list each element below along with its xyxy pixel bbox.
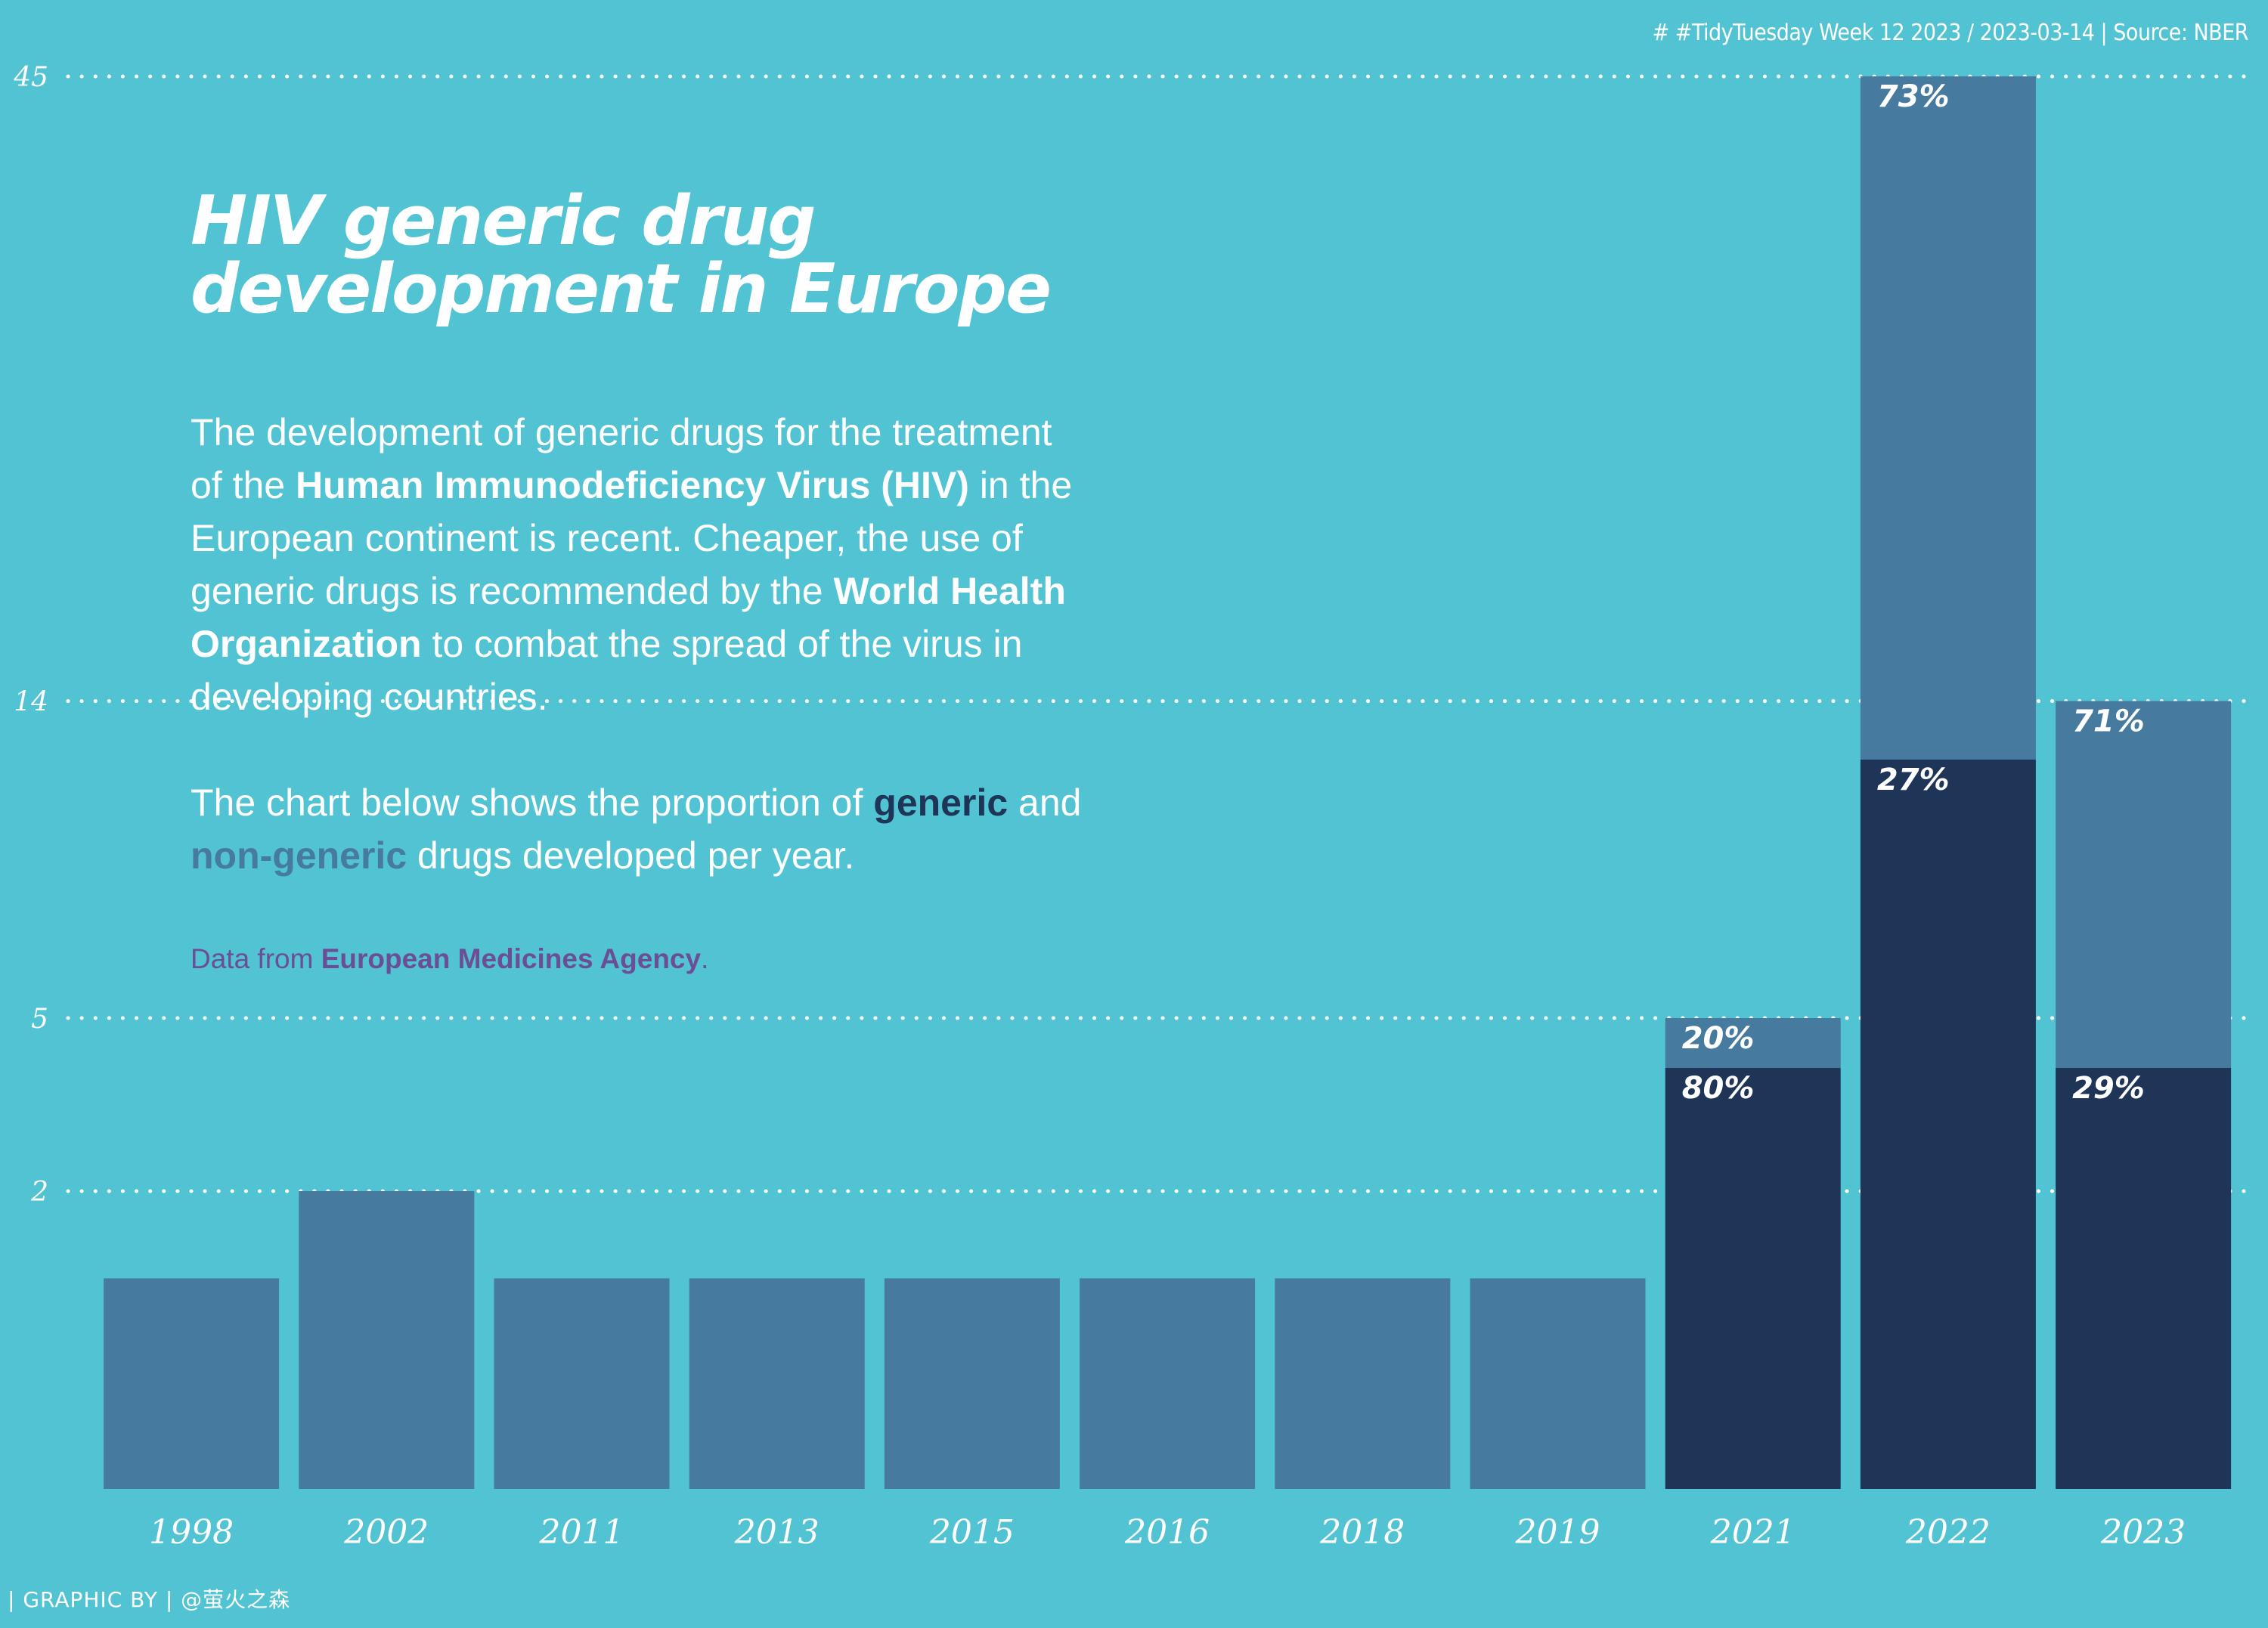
- bar-non-generic: [2056, 701, 2232, 1068]
- data-source-note: Data from European Medicines Agency.: [191, 943, 708, 975]
- bar-generic: [1860, 759, 2036, 1489]
- bar-non-generic: [299, 1191, 475, 1489]
- bar-label-non-generic: 20%: [1682, 1021, 1755, 1056]
- x-tick-label: 2016: [1124, 1513, 1210, 1552]
- description-line: Organization to combat the spread of the…: [191, 617, 1173, 670]
- description-text: to combat the spread of the virus in: [421, 623, 1023, 665]
- bar-non-generic: [1665, 1018, 1841, 1068]
- bar-non-generic: [689, 1278, 865, 1489]
- description-line: The development of generic drugs for the…: [191, 406, 1173, 459]
- chart-title-line-2: development in Europe: [191, 249, 1052, 329]
- bar-non-generic: [1275, 1278, 1451, 1489]
- bar-non-generic: [494, 1278, 670, 1489]
- x-tick-label: 2011: [539, 1513, 624, 1552]
- description-text: generic drugs is recommended by the: [191, 570, 834, 612]
- description-emphasis: Human Immunodeficiency Virus (HIV): [296, 464, 969, 506]
- bar-non-generic: [1470, 1278, 1646, 1489]
- axes: 2 5 14 45 1998 2002 2011 2013 2015 2016 2018 2019 20…: [13, 62, 2186, 1552]
- description-text: drugs developed per year.: [407, 834, 855, 877]
- description-emphasis: World Health: [833, 570, 1066, 612]
- graphic-credit: | GRAPHIC BY | @萤火之森: [8, 1587, 291, 1612]
- description-text: European continent is recent. Cheaper, t…: [191, 517, 1023, 559]
- chart-title: HIV generic drug development in Europe: [191, 181, 1052, 329]
- description-text: The development of generic drugs for the…: [191, 411, 1052, 453]
- description-text: of the: [191, 464, 296, 506]
- bar-non-generic: [104, 1278, 280, 1489]
- description-line: developing countries.: [191, 670, 1173, 723]
- bar-labels: 80% 20% 27% 73% 29% 71%: [1682, 79, 2145, 1106]
- y-tick-label: 14: [14, 687, 48, 718]
- x-tick-label: 2021: [1710, 1513, 1796, 1552]
- description-line: non-generic drugs developed per year.: [191, 829, 1173, 882]
- description-emphasis: Organization: [191, 623, 422, 665]
- description-text: and: [1008, 782, 1082, 824]
- x-tick-label: 2022: [1905, 1513, 1991, 1552]
- source-note-text: .: [701, 943, 709, 974]
- source-caption: # #TidyTuesday Week 12 2023 / 2023-03-14…: [1652, 20, 2249, 46]
- bar-label-generic: 27%: [1877, 763, 1950, 797]
- paragraph-gap: [191, 723, 1173, 776]
- chart-description: The development of generic drugs for the…: [191, 406, 1173, 882]
- chart-title-line-1: HIV generic drug: [191, 181, 816, 261]
- bar-label-non-generic: 73%: [1877, 79, 1950, 114]
- x-tick-label: 2019: [1515, 1513, 1600, 1552]
- description-line: of the Human Immunodeficiency Virus (HIV…: [191, 459, 1173, 512]
- description-line: The chart below shows the proportion of …: [191, 776, 1173, 829]
- bar-generic: [1665, 1067, 1841, 1489]
- x-tick-label: 2015: [929, 1513, 1015, 1552]
- bar-label-generic: 29%: [2072, 1071, 2145, 1106]
- gridlines: [66, 74, 2259, 1193]
- x-tick-label: 1998: [149, 1513, 234, 1552]
- legend-non-generic-keyword: non-generic: [191, 834, 407, 877]
- description-line: European continent is recent. Cheaper, t…: [191, 512, 1173, 565]
- x-tick-label: 2023: [2100, 1513, 2186, 1552]
- source-note-agency: European Medicines Agency: [321, 943, 702, 974]
- bars: [104, 76, 2232, 1489]
- bar-label-generic: 80%: [1682, 1071, 1755, 1106]
- description-text: The chart below shows the proportion of: [191, 782, 874, 824]
- x-tick-label: 2002: [343, 1513, 429, 1552]
- bar-non-generic: [1860, 76, 2036, 760]
- bar-label-non-generic: 71%: [2072, 704, 2145, 739]
- x-tick-label: 2018: [1319, 1513, 1405, 1552]
- x-tick-label: 2013: [734, 1513, 820, 1552]
- description-text: developing countries.: [191, 676, 548, 718]
- source-note-text: Data from: [191, 943, 321, 974]
- y-tick-label: 5: [31, 1004, 48, 1035]
- description-text: in the: [968, 464, 1073, 506]
- y-tick-label: 2: [30, 1177, 48, 1208]
- bar-non-generic: [1080, 1278, 1256, 1489]
- description-line: generic drugs is recommended by the Worl…: [191, 565, 1173, 617]
- legend-generic-keyword: generic: [873, 782, 1009, 824]
- y-tick-label: 45: [13, 62, 48, 93]
- bar-generic: [2056, 1067, 2232, 1489]
- bar-non-generic: [884, 1278, 1060, 1489]
